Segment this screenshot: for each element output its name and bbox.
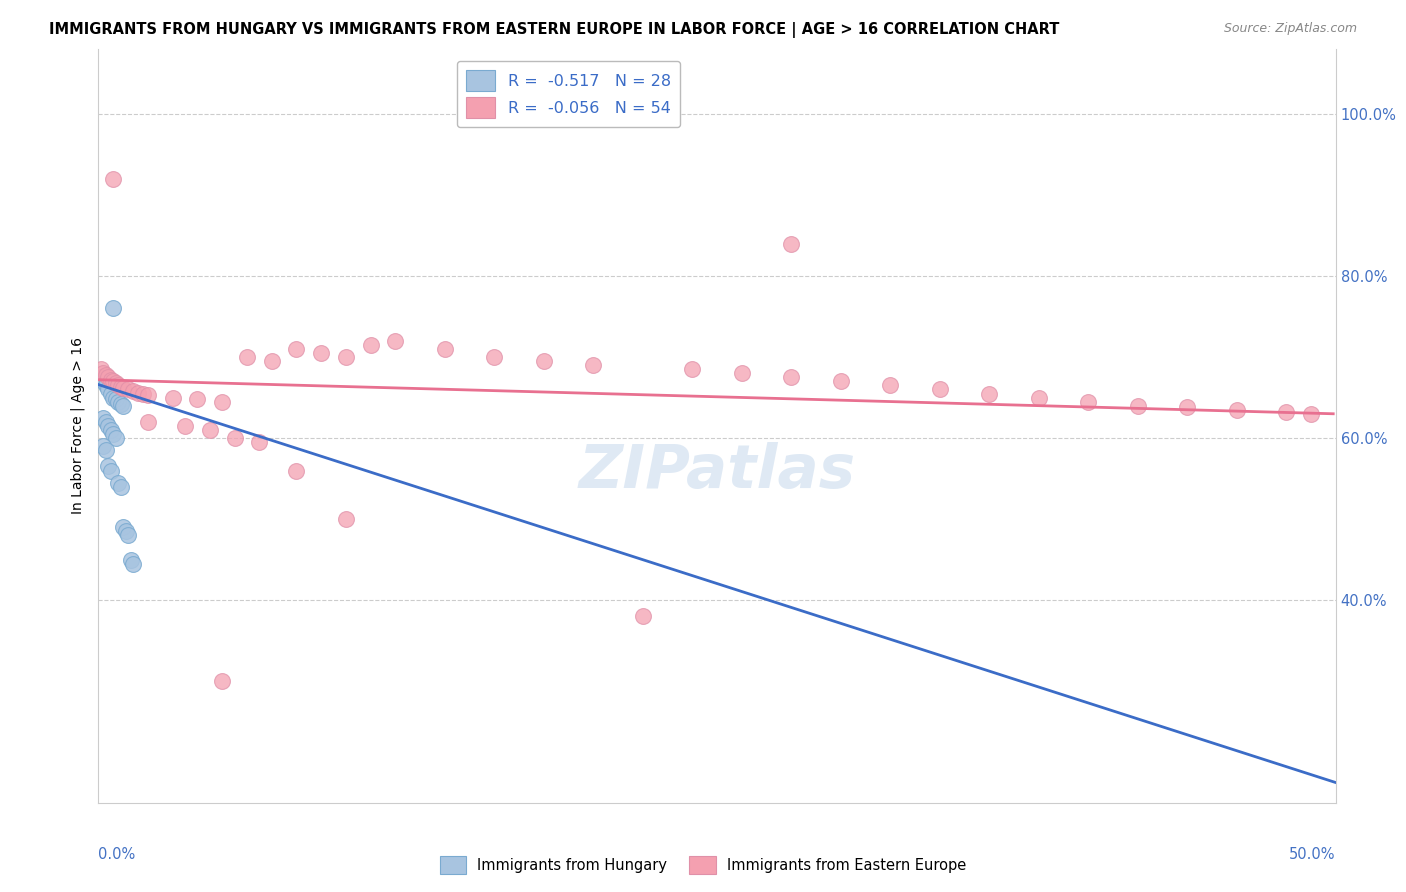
Point	[100, 373, 122, 387]
Legend: Immigrants from Hungary, Immigrants from Eastern Europe: Immigrants from Hungary, Immigrants from…	[433, 850, 973, 880]
Point	[1275, 405, 1298, 419]
Point	[114, 524, 136, 539]
Point	[90, 370, 112, 384]
Point	[104, 392, 127, 407]
Point	[780, 236, 803, 251]
Point	[100, 463, 122, 477]
Point	[335, 350, 357, 364]
Point	[112, 399, 135, 413]
Point	[100, 423, 122, 437]
Point	[97, 370, 120, 384]
Text: 0.0%: 0.0%	[98, 847, 135, 863]
Point	[433, 342, 456, 356]
Point	[103, 427, 125, 442]
Point	[103, 171, 125, 186]
Point	[780, 370, 803, 384]
Point	[384, 334, 406, 348]
Point	[928, 383, 950, 397]
Point	[211, 394, 233, 409]
Point	[93, 366, 115, 380]
Point	[224, 431, 246, 445]
Point	[97, 383, 120, 397]
Point	[107, 394, 129, 409]
Text: IMMIGRANTS FROM HUNGARY VS IMMIGRANTS FROM EASTERN EUROPE IN LABOR FORCE | AGE >: IMMIGRANTS FROM HUNGARY VS IMMIGRANTS FR…	[49, 22, 1060, 38]
Point	[120, 552, 142, 566]
Point	[174, 419, 197, 434]
Point	[94, 443, 117, 458]
Point	[94, 368, 117, 382]
Point	[136, 415, 159, 429]
Point	[103, 301, 125, 316]
Text: Source: ZipAtlas.com: Source: ZipAtlas.com	[1223, 22, 1357, 36]
Point	[309, 346, 332, 360]
Point	[112, 520, 135, 534]
Point	[104, 376, 127, 390]
Legend: R =  -0.517   N = 28, R =  -0.056   N = 54: R = -0.517 N = 28, R = -0.056 N = 54	[457, 61, 681, 128]
Point	[360, 338, 382, 352]
Point	[211, 674, 233, 689]
Y-axis label: In Labor Force | Age > 16: In Labor Force | Age > 16	[70, 337, 86, 515]
Point	[186, 392, 208, 407]
Point	[110, 480, 132, 494]
Point	[260, 354, 283, 368]
Point	[582, 358, 605, 372]
Point	[631, 609, 654, 624]
Point	[132, 387, 155, 401]
Point	[110, 380, 132, 394]
Point	[1226, 402, 1249, 417]
Point	[93, 375, 115, 389]
Point	[90, 362, 112, 376]
Point	[100, 386, 122, 401]
Point	[198, 423, 221, 437]
Point	[681, 362, 703, 376]
Point	[122, 384, 145, 398]
Point	[93, 410, 115, 425]
Point	[136, 388, 159, 402]
Point	[103, 375, 125, 389]
Point	[107, 378, 129, 392]
Point	[979, 386, 1001, 401]
Point	[1077, 394, 1099, 409]
Point	[104, 431, 127, 445]
Point	[117, 528, 139, 542]
Point	[1028, 391, 1050, 405]
Text: 50.0%: 50.0%	[1289, 847, 1336, 863]
Point	[112, 381, 135, 395]
Point	[103, 391, 125, 405]
Point	[285, 463, 308, 477]
Point	[97, 459, 120, 474]
Point	[110, 397, 132, 411]
Point	[94, 415, 117, 429]
Point	[1299, 407, 1322, 421]
Point	[236, 350, 259, 364]
Point	[127, 385, 149, 400]
Point	[830, 375, 852, 389]
Point	[335, 512, 357, 526]
Point	[93, 439, 115, 453]
Text: ZIPatlas: ZIPatlas	[578, 442, 856, 500]
Point	[484, 350, 506, 364]
Point	[1175, 401, 1198, 415]
Point	[285, 342, 308, 356]
Point	[879, 378, 901, 392]
Point	[97, 419, 120, 434]
Point	[117, 383, 139, 397]
Point	[533, 354, 555, 368]
Point	[162, 391, 184, 405]
Point	[731, 366, 754, 380]
Point	[1126, 399, 1149, 413]
Point	[94, 378, 117, 392]
Point	[247, 435, 270, 450]
Point	[107, 475, 129, 490]
Point	[122, 557, 145, 571]
